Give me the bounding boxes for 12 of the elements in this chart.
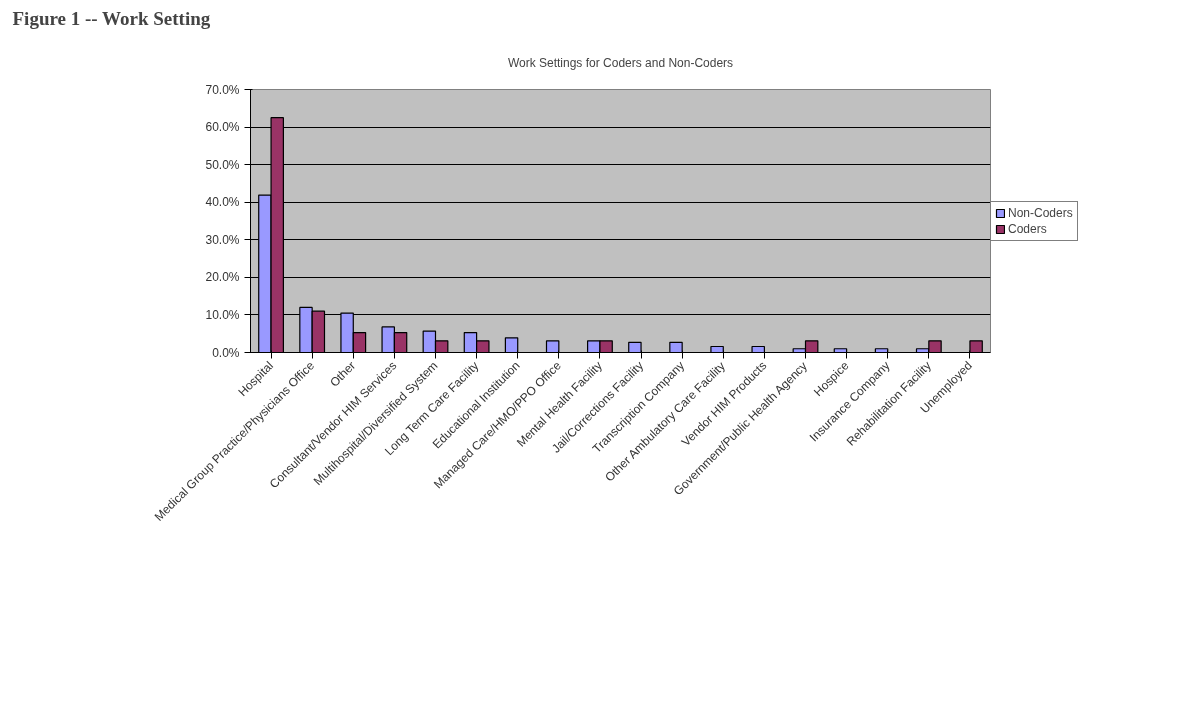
- y-tick-label: 60.0%: [205, 120, 240, 135]
- y-tick-label: 70.0%: [205, 82, 240, 97]
- chart-title: Figure 1 -- Work Setting: [12, 7, 211, 29]
- y-tick-label: 10.0%: [205, 307, 240, 322]
- chart-subtitle: Work Settings for Coders and Non-Coders: [507, 55, 734, 70]
- y-tick-label: 0.0%: [212, 345, 240, 360]
- y-tick-label: 20.0%: [205, 270, 240, 285]
- legend-label: Coders: [1008, 221, 1047, 236]
- y-tick-label: 30.0%: [205, 232, 240, 247]
- legend-label: Non-Coders: [1008, 205, 1073, 220]
- y-tick-label: 40.0%: [205, 195, 240, 210]
- y-tick-label: 50.0%: [205, 157, 240, 172]
